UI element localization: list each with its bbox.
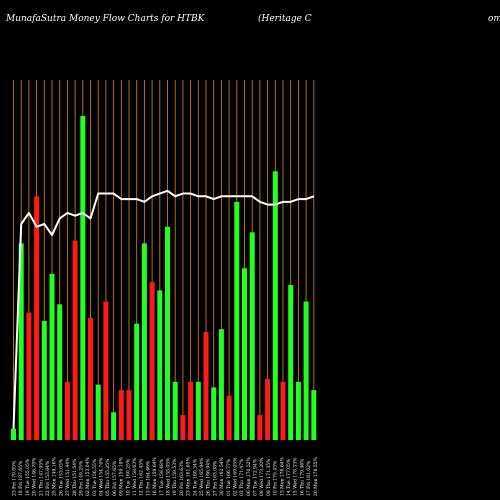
bar-up xyxy=(134,323,140,440)
bar-down xyxy=(203,332,209,440)
bar-down xyxy=(34,196,40,440)
x-tick-labels: 23 Fri 179.05% 18 Fri 187.65% 19 Tue 155.0… xyxy=(12,456,319,496)
bar-down xyxy=(265,379,271,440)
x-tick-label: 17 Fri 181.02% xyxy=(306,460,312,496)
chart-subtitle-tail: om xyxy=(488,14,500,24)
x-tick-label: 23 Fri 179.05% xyxy=(12,460,18,496)
bar-up xyxy=(295,381,301,440)
bar-series xyxy=(11,116,317,440)
x-tick-label: 05 Thu 155.25% xyxy=(105,458,111,496)
x-tick-label: 03 Thu 171.47% xyxy=(239,458,245,496)
bar-down xyxy=(118,390,124,440)
bar-up xyxy=(11,428,16,440)
x-tick-label: 18 Fri 187.65% xyxy=(18,460,24,496)
x-tick-label: 13 Mon 176.64% xyxy=(279,456,285,496)
bar-up xyxy=(49,273,55,440)
x-tick-label: 04 Wed 154.74% xyxy=(99,457,105,496)
bar-up xyxy=(218,329,224,440)
bar-down xyxy=(88,318,93,440)
x-tick-label: 27 Fri 163.08% xyxy=(212,460,218,496)
x-tick-label: 03 Tue 156.55% xyxy=(92,458,98,496)
x-tick-label: 07 Tue 172.94% xyxy=(253,458,259,496)
bar-down xyxy=(188,381,194,440)
x-tick-label: 02 Wed 169.05% xyxy=(232,457,238,496)
bar-up xyxy=(18,243,24,440)
x-tick-label: 02 Mon 153.04% xyxy=(85,456,91,496)
x-tick-label: 12 Thu 162.45% xyxy=(139,458,145,496)
x-tick-label: 15 Wed 178.33% xyxy=(293,457,299,496)
x-tick-label: 20 Fri 163.63% xyxy=(179,460,185,496)
money-flow-line xyxy=(12,189,315,429)
bar-up xyxy=(211,387,217,440)
bar-down xyxy=(257,415,263,440)
x-tick-label: 01 Tue 166.77% xyxy=(226,458,232,496)
x-tick-label: 21 Thu 147.95% xyxy=(38,458,44,496)
x-tick-label: 25 Wed 165.94% xyxy=(199,457,205,496)
x-tick-label: 13 Fri 164.66% xyxy=(145,460,151,496)
bar-up xyxy=(172,381,178,440)
x-tick-label: 06 Mon 170.52% xyxy=(246,456,252,496)
bar-down xyxy=(64,381,70,440)
x-tick-label: 20 Mon 178.55% xyxy=(313,456,319,496)
bar-up xyxy=(311,390,317,440)
bar-down xyxy=(149,282,155,440)
bar-up xyxy=(288,284,294,440)
x-tick-label: 28 Thu 151.54% xyxy=(72,458,78,496)
bar-down xyxy=(180,415,186,440)
bar-up xyxy=(242,268,247,440)
bar-up xyxy=(57,304,63,440)
x-tick-label: 10 Fri 175.43% xyxy=(273,460,279,496)
x-tick-label: 19 Thu 158.53% xyxy=(172,458,178,496)
x-tick-label: 22 Fri 153.64% xyxy=(45,460,51,496)
x-tick-label: 16 Thu 179.46% xyxy=(299,458,305,496)
line-series xyxy=(12,189,315,429)
x-tick-label: 16 Mon 159.64% xyxy=(152,456,158,496)
x-tick-label: 27 Wed 151.44% xyxy=(65,457,71,496)
x-tick-label: 30 Mon 162.54% xyxy=(219,456,225,496)
x-tick-label: 06 Fri 157.65% xyxy=(112,460,118,496)
bar-up xyxy=(157,290,163,440)
x-tick-label: 11 Wed 158.63% xyxy=(132,457,138,496)
x-tick-label: 20 Wed 146.78% xyxy=(32,457,38,496)
bar-up xyxy=(195,381,201,440)
x-tick-label: 29 Fri 149.25% xyxy=(78,460,84,496)
x-tick-label: 09 Mon 159.19% xyxy=(119,456,125,496)
x-tick-label: 18 Wed 155.05% xyxy=(166,457,172,496)
bar-down xyxy=(26,312,32,440)
bar-up xyxy=(80,116,86,440)
bar-up xyxy=(95,384,101,440)
bar-down xyxy=(126,390,132,440)
bar-up xyxy=(249,232,255,440)
x-tick-label: 08 Wed 173.20% xyxy=(259,457,265,496)
x-tick-label: 26 Thu 166.94% xyxy=(206,458,212,496)
x-tick-label: 26 Tue 153.03% xyxy=(58,458,64,496)
x-tick-label: 09 Thu 171.35% xyxy=(266,458,272,496)
x-tick-label: 25 Mon 149.16% xyxy=(52,456,58,496)
bar-up xyxy=(41,320,47,440)
bar-up xyxy=(272,171,278,440)
bar-up xyxy=(234,201,240,440)
bar-down xyxy=(226,395,232,440)
bar-up xyxy=(165,226,170,440)
bar-up xyxy=(303,301,309,440)
x-tick-label: 24 Tue 160.34% xyxy=(192,458,198,496)
bar-down xyxy=(280,381,286,440)
bar-down xyxy=(72,240,78,440)
x-tick-label: 23 Mon 161.65% xyxy=(186,456,192,496)
x-tick-label: 19 Tue 155.05% xyxy=(25,458,31,496)
x-tick-label: 14 Tue 177.05% xyxy=(286,458,292,496)
x-tick-label: 17 Tue 159.48% xyxy=(159,458,165,496)
chart-subtitle: (Heritage C xyxy=(258,13,312,24)
bar-down xyxy=(103,301,109,440)
chart-title: MunafaSutra Money Flow Charts for HTBK xyxy=(5,14,206,24)
bar-up xyxy=(141,243,147,440)
bar-up xyxy=(111,412,117,440)
x-tick-label: 10 Tue 160.25% xyxy=(125,458,131,496)
